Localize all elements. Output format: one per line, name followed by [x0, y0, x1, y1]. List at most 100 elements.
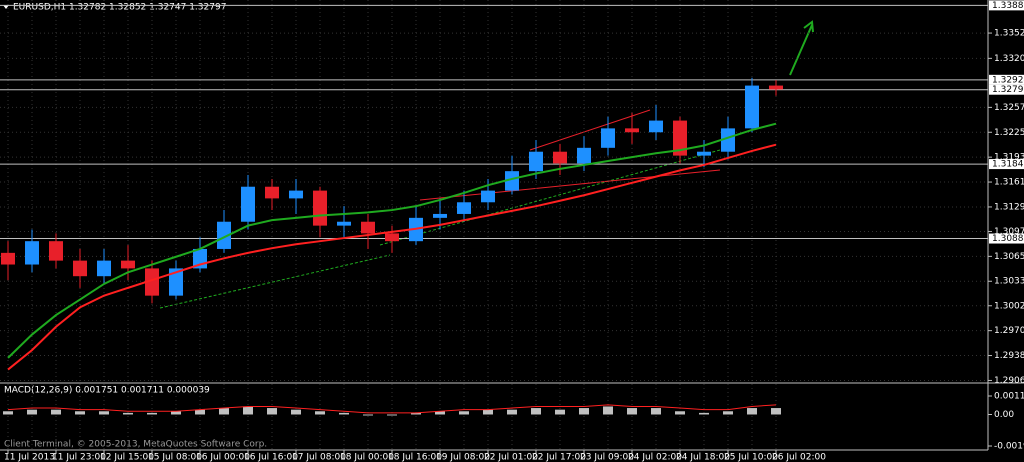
- candle-body: [25, 241, 39, 265]
- histogram-bar: [267, 408, 277, 415]
- x-tick-label: 11 Jul 2013: [4, 453, 55, 462]
- x-tick-label: 24 Jul 02:00: [628, 453, 682, 462]
- x-tick-label: 24 Jul 18:00: [676, 453, 730, 462]
- candle-body: [721, 128, 735, 152]
- candle-body: [577, 147, 591, 164]
- y-tick-label: 1.32250: [994, 128, 1024, 138]
- histogram-bar: [459, 411, 469, 415]
- x-tick-label: 15 Jul 08:00: [148, 453, 202, 462]
- histogram-bar: [435, 411, 445, 415]
- x-tick-label: 22 Jul 01:00: [484, 453, 538, 462]
- histogram-bar: [387, 414, 397, 416]
- histogram-bar: [315, 411, 325, 415]
- histogram-bar: [99, 411, 109, 415]
- x-tick-label: 16 Jul 00:00: [196, 453, 250, 462]
- macd-title: MACD(12,26,9) 0.001751 0.001711 0.000039: [4, 386, 210, 396]
- histogram-bar: [531, 408, 541, 415]
- candle-body: [121, 260, 135, 269]
- candle-body: [457, 202, 471, 214]
- candle-body: [169, 268, 183, 296]
- candle-body: [1, 252, 15, 265]
- candle-body: [529, 151, 543, 172]
- chart-title: EURUSD,H1 1.32782 1.32852 1.32747 1.3279…: [13, 3, 226, 13]
- y-tick-label: 1.30020: [994, 301, 1024, 311]
- candle-body: [385, 233, 399, 242]
- candle-body: [97, 260, 111, 277]
- candle-body: [361, 221, 375, 234]
- signal-line: [7, 404, 777, 414]
- x-tick-label: 17 Jul 08:00: [292, 453, 346, 462]
- level-box: [989, 159, 1024, 170]
- histogram-bar: [411, 412, 421, 415]
- y-tick-label: 0.00115: [994, 392, 1024, 402]
- y-tick-label: 1.32570: [994, 103, 1024, 113]
- candle-body: [601, 128, 615, 148]
- x-tick-label: 25 Jul 10:00: [724, 453, 778, 462]
- level-box: [989, 74, 1024, 85]
- candle-body: [481, 190, 495, 203]
- y-tick-label: 1.31610: [994, 178, 1024, 188]
- histogram-bar: [171, 411, 181, 415]
- histogram-bar: [363, 414, 373, 416]
- histogram-bar: [555, 409, 565, 415]
- level-box: [989, 233, 1024, 244]
- x-tick-label: 22 Jul 17:00: [532, 453, 586, 462]
- y-tick-label: 1.29700: [994, 326, 1024, 336]
- histogram-bar: [675, 411, 685, 415]
- candle-body: [625, 128, 639, 133]
- histogram-bar: [27, 409, 37, 415]
- y-tick-label: 1.31290: [994, 202, 1024, 212]
- candle-body: [697, 151, 711, 156]
- candle-body: [673, 120, 687, 156]
- copyright: Client Terminal, © 2005-2013, MetaQuotes…: [4, 440, 267, 450]
- candle-body: [265, 186, 279, 199]
- histogram-bar: [339, 412, 349, 415]
- histogram-bar: [771, 408, 781, 415]
- candle-body: [505, 171, 519, 191]
- histogram-bar: [51, 409, 61, 415]
- y-tick-label: 1.30335: [994, 277, 1024, 287]
- channel-line: [529, 109, 651, 151]
- level-label: 1.30884: [992, 234, 1024, 244]
- x-tick-label: 26 Jul 02:00: [772, 453, 826, 462]
- candle-body: [745, 85, 759, 129]
- moving-average: [7, 143, 777, 371]
- histogram-bar: [75, 411, 85, 415]
- x-tick-label: 16 Jul 16:00: [244, 453, 298, 462]
- y-tick-label: -0.00196: [994, 442, 1024, 452]
- histogram-bar: [243, 406, 253, 415]
- histogram-bar: [747, 408, 757, 415]
- y-tick-label: 1.30975: [994, 227, 1024, 237]
- candle-body: [649, 120, 663, 133]
- histogram-bar: [483, 409, 493, 415]
- channel-line: [419, 169, 721, 201]
- candle-body: [337, 221, 351, 226]
- y-tick-label: 1.33525: [994, 29, 1024, 39]
- menu-triangle[interactable]: [3, 5, 9, 9]
- x-tick-label: 23 Jul 09:00: [580, 453, 634, 462]
- histogram-bar: [651, 408, 661, 415]
- y-tick-label: 1.31930: [994, 153, 1024, 163]
- candle-body: [49, 241, 63, 261]
- candle-body: [313, 190, 327, 226]
- histogram-bar: [627, 408, 637, 415]
- x-tick-label: 18 Jul 16:00: [388, 453, 442, 462]
- histogram-bar: [291, 409, 301, 415]
- candle-body: [769, 85, 783, 90]
- histogram-bar: [699, 412, 709, 415]
- histogram-bar: [603, 406, 613, 415]
- candle-body: [217, 221, 231, 249]
- y-tick-label: 1.33200: [994, 54, 1024, 64]
- candle-body: [145, 268, 159, 296]
- histogram-bar: [3, 411, 13, 415]
- histogram-bar: [219, 408, 229, 415]
- level-box: [989, 0, 1024, 11]
- x-tick-label: 19 Jul 08:00: [436, 453, 490, 462]
- histogram-bar: [579, 408, 589, 415]
- candle-body: [241, 186, 255, 222]
- histogram-bar: [507, 409, 517, 415]
- y-tick-label: 1.29380: [994, 351, 1024, 361]
